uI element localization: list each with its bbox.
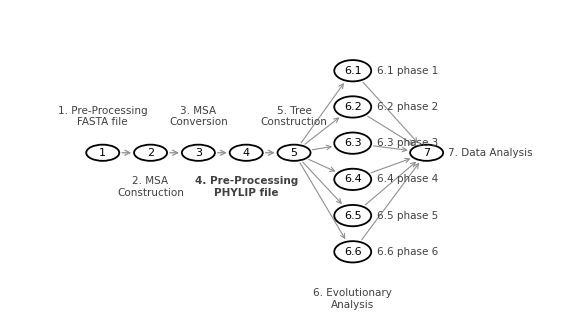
Text: 6.5 phase 5: 6.5 phase 5 [376, 210, 438, 220]
Text: 5. Tree
Construction: 5. Tree Construction [261, 106, 328, 127]
Ellipse shape [334, 96, 371, 118]
Text: 6.1: 6.1 [344, 66, 361, 76]
Text: 4: 4 [243, 148, 250, 158]
Text: 6.1 phase 1: 6.1 phase 1 [376, 66, 438, 76]
Text: 6.5: 6.5 [344, 210, 361, 220]
Circle shape [134, 145, 167, 161]
Text: 6.2: 6.2 [344, 102, 362, 112]
Circle shape [410, 145, 443, 161]
Text: 3. MSA
Conversion: 3. MSA Conversion [169, 106, 228, 127]
Ellipse shape [334, 60, 371, 81]
Text: 3: 3 [195, 148, 202, 158]
Text: 6.6 phase 6: 6.6 phase 6 [376, 247, 438, 257]
Ellipse shape [334, 205, 371, 226]
Text: 6.4 phase 4: 6.4 phase 4 [376, 174, 438, 184]
Text: 6.3: 6.3 [344, 138, 361, 148]
Circle shape [86, 145, 119, 161]
Ellipse shape [334, 241, 371, 263]
Text: 2: 2 [147, 148, 154, 158]
Circle shape [182, 145, 215, 161]
Text: 6. Evolutionary
Analysis: 6. Evolutionary Analysis [313, 288, 392, 310]
Circle shape [229, 145, 263, 161]
Ellipse shape [334, 169, 371, 190]
Text: 2. MSA
Construction: 2. MSA Construction [117, 176, 184, 198]
Text: 7. Data Analysis: 7. Data Analysis [448, 148, 532, 158]
Text: 6.3 phase 3: 6.3 phase 3 [376, 138, 438, 148]
Ellipse shape [334, 132, 371, 154]
Text: 7: 7 [423, 148, 430, 158]
Text: 6.2 phase 2: 6.2 phase 2 [376, 102, 438, 112]
Text: 6.6: 6.6 [344, 247, 361, 257]
Text: 1. Pre-Processing
FASTA file: 1. Pre-Processing FASTA file [58, 106, 148, 127]
Text: 4. Pre-Processing
PHYLIP file: 4. Pre-Processing PHYLIP file [195, 176, 298, 198]
Text: 1: 1 [99, 148, 106, 158]
Text: 5: 5 [291, 148, 297, 158]
Circle shape [278, 145, 311, 161]
Text: 6.4: 6.4 [344, 174, 362, 184]
